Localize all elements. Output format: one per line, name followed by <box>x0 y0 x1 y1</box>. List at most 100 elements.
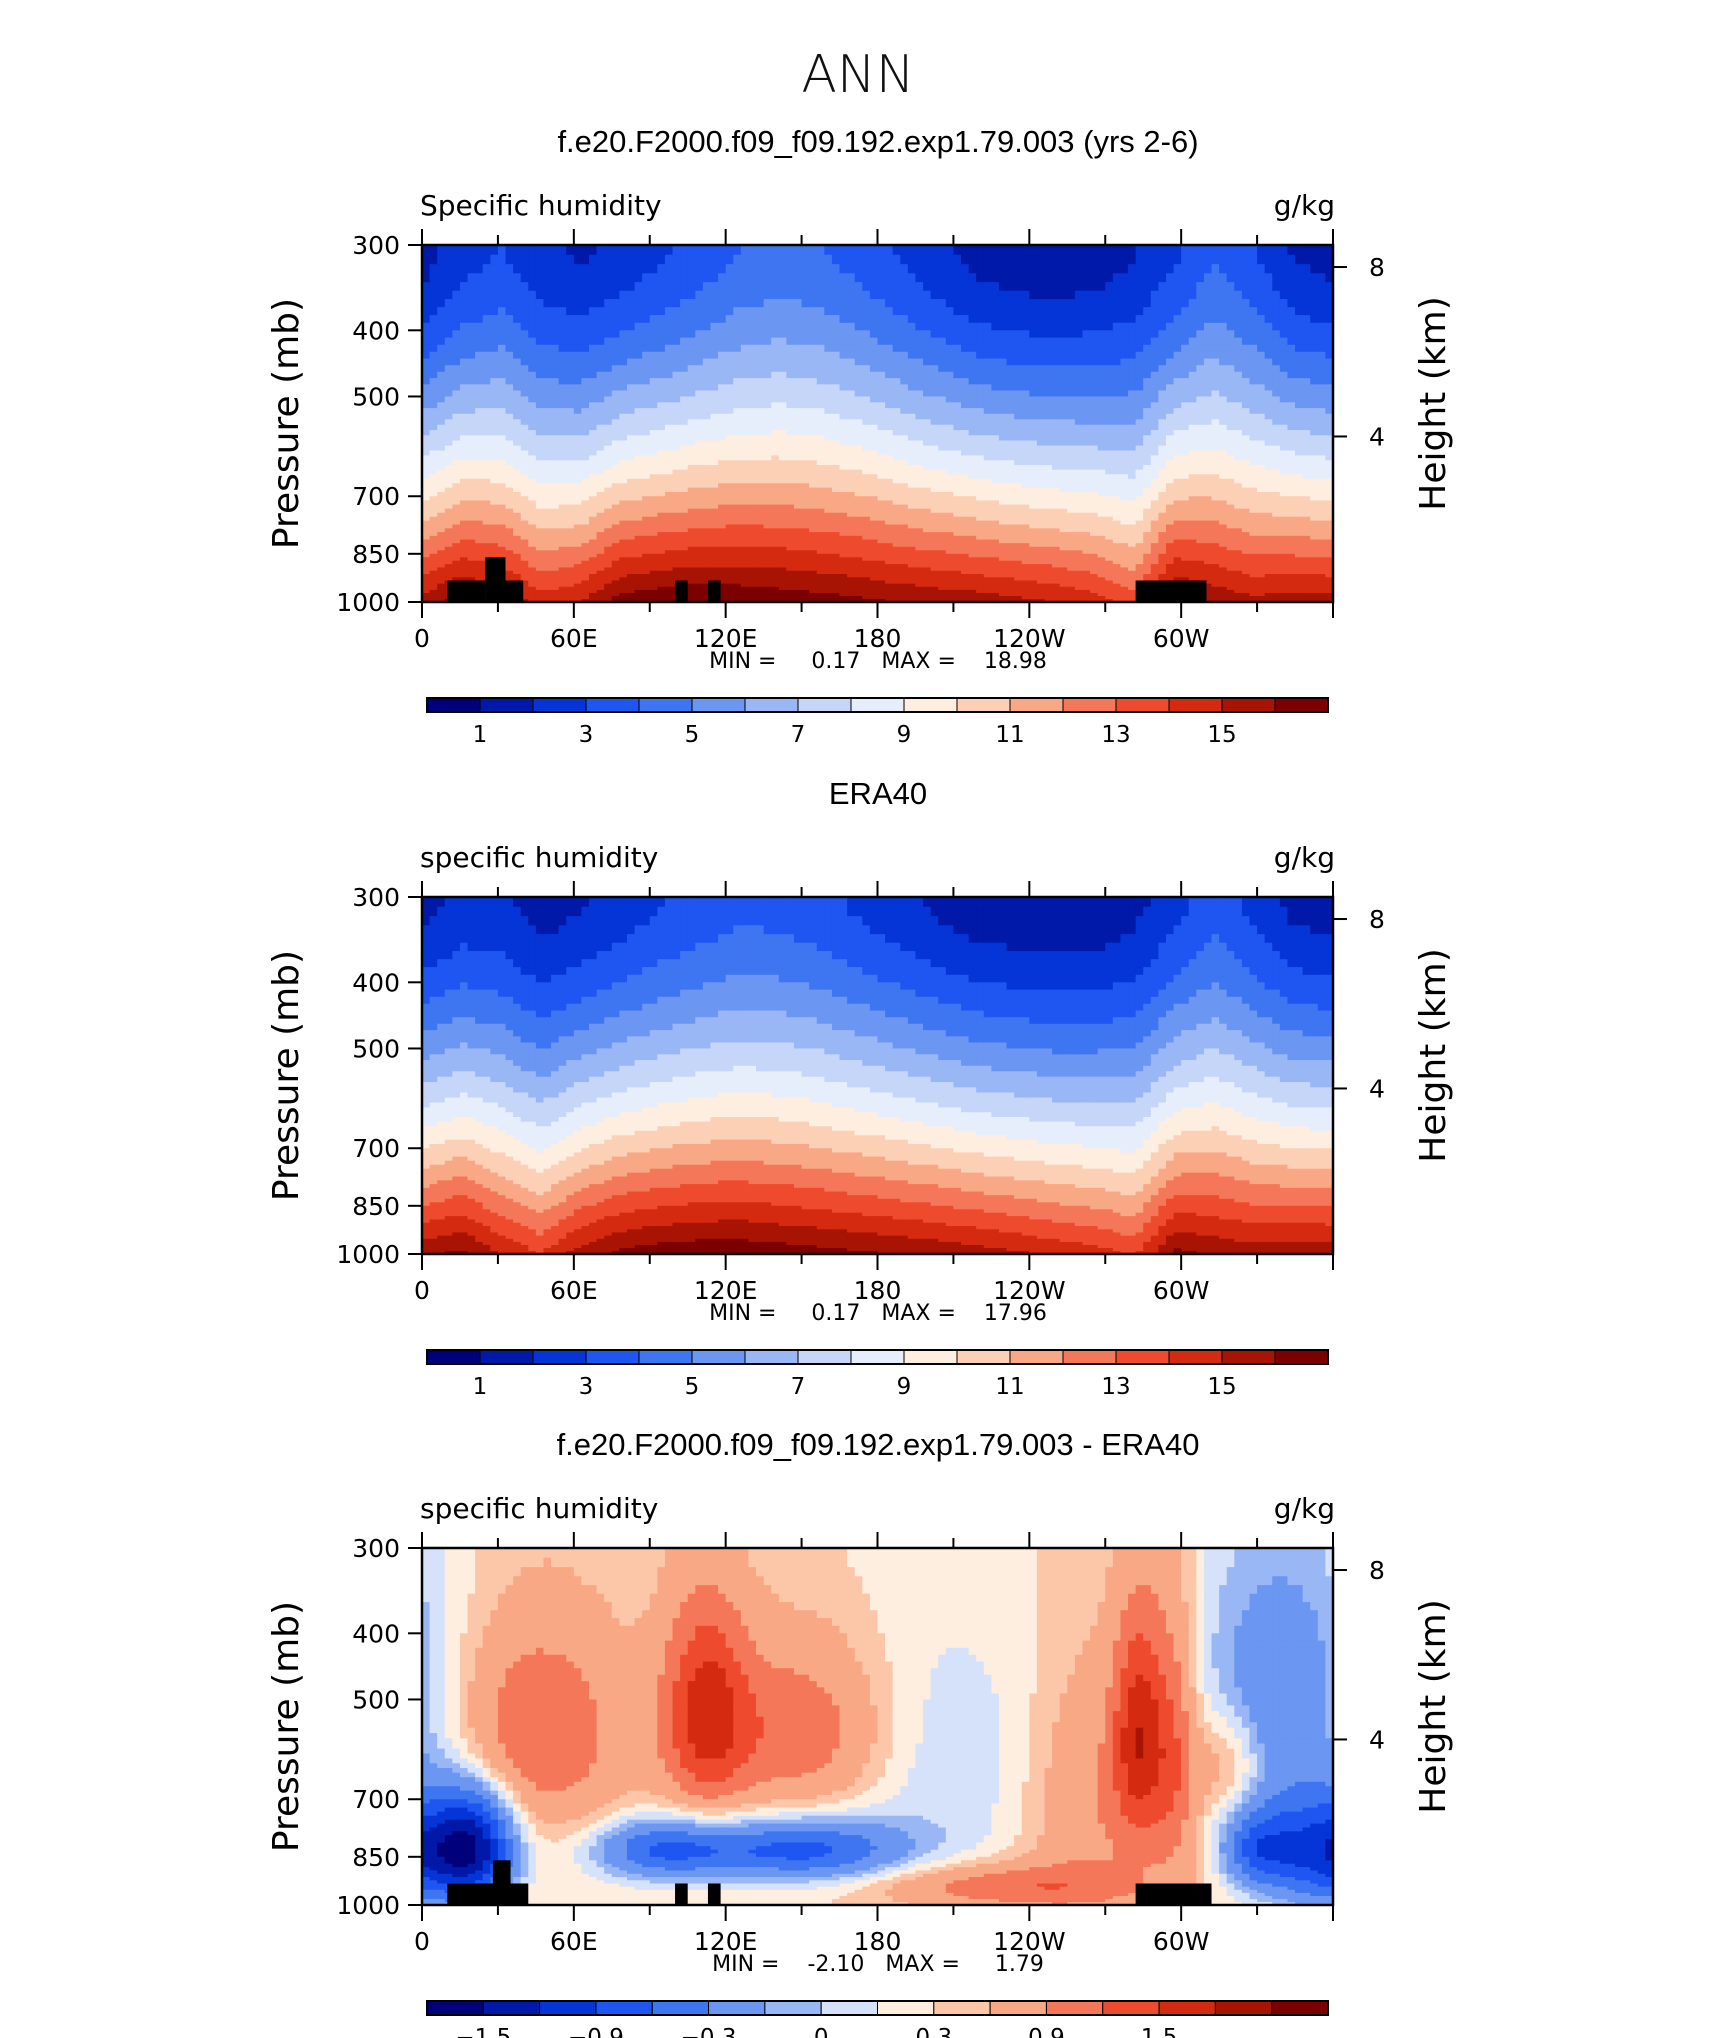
field-cell <box>611 535 620 541</box>
field-cell <box>680 508 689 514</box>
field-cell <box>809 516 818 522</box>
field-cell <box>642 567 651 572</box>
field-cell <box>680 435 689 442</box>
field-cell <box>923 307 932 316</box>
field-cell <box>869 583 879 588</box>
field-cell <box>831 330 841 339</box>
field-cell <box>513 413 522 420</box>
field-cell <box>422 344 431 353</box>
field-cell <box>634 496 643 502</box>
field-cell <box>748 532 757 537</box>
field-cell <box>482 474 491 480</box>
field-cell <box>619 496 628 502</box>
field-cell <box>907 577 917 582</box>
field-cell <box>869 315 879 324</box>
field-cell <box>444 430 453 436</box>
field-cell <box>505 567 514 572</box>
field-cell <box>945 299 955 308</box>
field-cell <box>573 450 583 457</box>
field-cell <box>771 384 780 392</box>
field-cell <box>642 413 651 420</box>
field-cell <box>505 455 514 461</box>
field-cell <box>725 254 734 265</box>
field-cell <box>634 282 643 292</box>
field-cell <box>771 474 780 480</box>
field-cell <box>756 550 765 555</box>
field-cell <box>740 390 750 398</box>
field-cell <box>885 539 894 544</box>
field-cell <box>589 483 598 489</box>
field-cell <box>816 577 825 582</box>
field-cell <box>589 254 598 265</box>
field-cell <box>938 469 947 475</box>
field-cell <box>634 455 643 461</box>
field-cell <box>664 564 674 569</box>
field-cell <box>763 532 772 537</box>
field-cell <box>687 450 696 457</box>
field-cell <box>710 508 719 514</box>
field-cell <box>816 322 825 331</box>
field-cell <box>915 508 924 514</box>
field-cell <box>907 491 917 497</box>
field-cell <box>695 469 704 475</box>
field-cell <box>748 574 757 578</box>
field-cell <box>900 245 909 256</box>
field-cell <box>725 402 734 409</box>
field-cell <box>573 532 583 537</box>
field-cell <box>604 365 613 373</box>
field-cell <box>657 560 666 565</box>
field-cell <box>885 440 894 447</box>
field-cell <box>672 450 681 457</box>
field-cell <box>854 550 863 555</box>
field-cell <box>801 487 810 493</box>
field-cell <box>664 520 674 526</box>
field-cell <box>885 390 894 398</box>
field-cell <box>535 465 545 471</box>
field-cell <box>482 543 491 548</box>
field-cell <box>953 546 962 551</box>
field-cell <box>551 254 560 265</box>
field-cell <box>702 450 712 457</box>
field-cell <box>528 557 537 562</box>
field-cell <box>740 560 750 565</box>
field-cell <box>847 500 856 506</box>
field-cell <box>915 516 924 522</box>
field-cell <box>877 440 886 447</box>
field-cell <box>847 596 856 600</box>
field-cell <box>930 550 939 555</box>
field-cell <box>611 500 620 506</box>
field-cell <box>657 500 666 506</box>
field-cell <box>596 504 605 510</box>
field-cell <box>672 524 681 529</box>
field-cell <box>551 524 560 529</box>
field-cell <box>672 577 681 582</box>
field-cell <box>528 322 537 331</box>
field-cell <box>551 424 560 431</box>
field-cell <box>687 402 696 409</box>
field-cell <box>885 512 894 518</box>
field-cell <box>824 516 833 522</box>
field-cell <box>505 483 514 489</box>
field-cell <box>930 430 939 436</box>
field-cell <box>831 564 841 569</box>
field-cell <box>839 413 848 420</box>
field-cell <box>809 290 818 300</box>
field-cell <box>475 567 484 572</box>
field-cell <box>915 245 924 256</box>
field-cell <box>733 396 742 403</box>
field-cell <box>733 508 742 514</box>
field-cell <box>459 560 469 565</box>
field-cell <box>490 390 499 398</box>
field-cell <box>604 539 613 544</box>
field-cell <box>422 535 431 541</box>
field-cell <box>611 596 620 600</box>
field-cell <box>824 290 833 300</box>
field-cell <box>877 424 886 431</box>
field-cell <box>596 384 605 392</box>
field-cell <box>725 408 734 415</box>
field-cell <box>869 337 879 346</box>
field-cell <box>839 512 848 518</box>
field-cell <box>482 264 491 274</box>
field-cell <box>482 290 491 300</box>
field-cell <box>923 539 932 544</box>
